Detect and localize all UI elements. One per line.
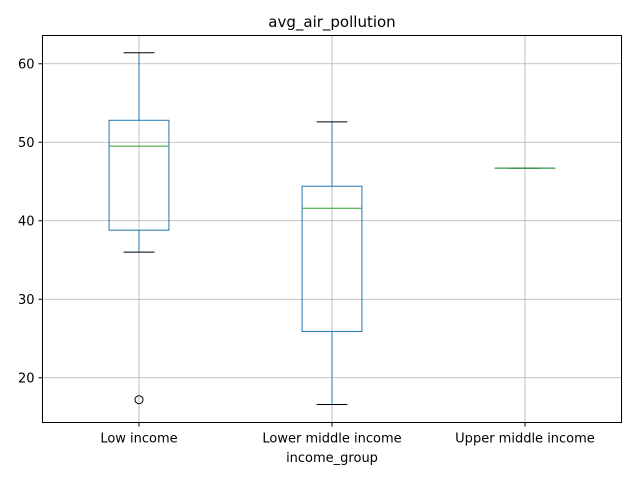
chart-title: avg_air_pollution — [268, 13, 395, 32]
y-tick-label: 50 — [18, 136, 35, 151]
box-group — [301, 121, 363, 405]
x-tick-label: Low income — [100, 432, 177, 447]
x-tick-label: Lower middle income — [262, 432, 401, 447]
x-tick-label: Upper middle income — [455, 432, 595, 447]
y-tick-label: 20 — [18, 371, 35, 386]
iqr-box — [108, 119, 170, 231]
y-tick-label: 60 — [18, 57, 35, 72]
box-series — [108, 52, 556, 405]
outlier-point — [134, 395, 144, 405]
box-group — [108, 52, 170, 405]
x-axis-label: income_group — [286, 451, 378, 466]
y-tick-label: 30 — [18, 293, 35, 308]
y-tick-label: 40 — [18, 214, 35, 229]
iqr-box — [301, 185, 363, 332]
x-axis-ticks: Low income Lower middle income Upper middl… — [100, 422, 595, 447]
y-axis-ticks: 20 30 40 50 60 — [18, 57, 43, 386]
